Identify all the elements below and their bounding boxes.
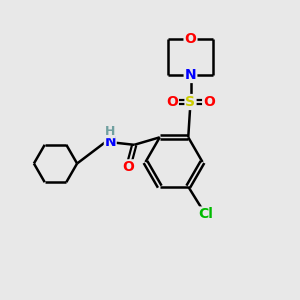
Text: O: O — [203, 95, 215, 109]
Text: N: N — [104, 135, 116, 149]
Text: O: O — [166, 95, 178, 109]
Text: N: N — [185, 68, 196, 82]
Text: H: H — [105, 125, 116, 138]
Text: O: O — [184, 32, 196, 46]
Text: O: O — [122, 160, 134, 174]
Text: S: S — [185, 95, 196, 109]
Text: Cl: Cl — [198, 208, 213, 221]
